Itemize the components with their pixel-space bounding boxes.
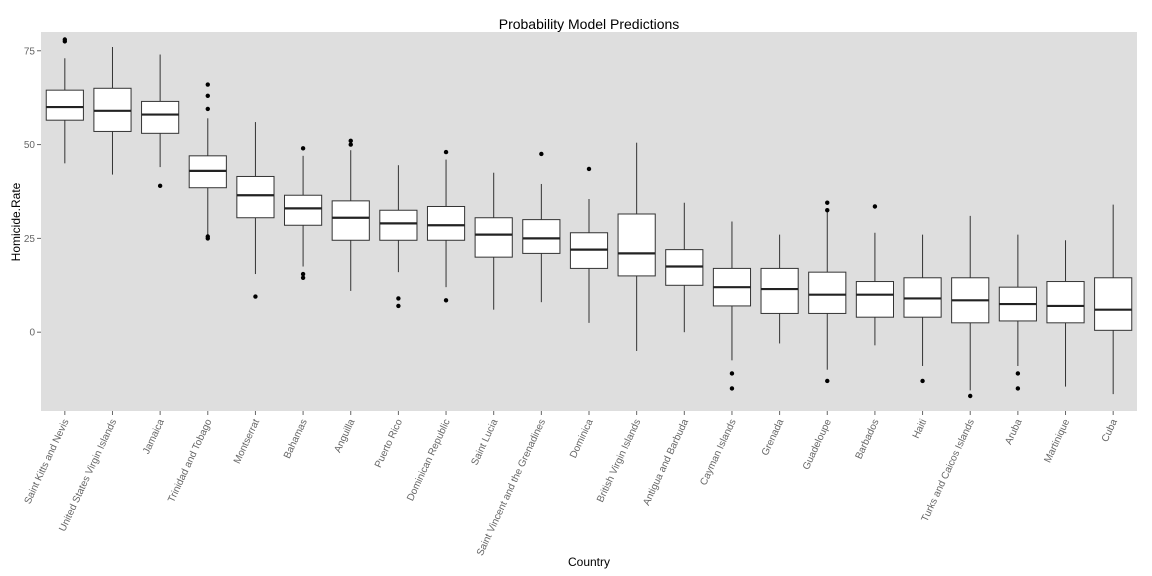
outlier-point [825, 378, 830, 384]
outlier-point [443, 149, 449, 155]
box-group [808, 200, 847, 384]
box-group [1094, 204, 1133, 395]
outlier-point [539, 151, 544, 157]
x-tick-label: Guadeloupe [801, 417, 834, 471]
y-tick-label: 50 [24, 140, 36, 151]
x-tick-label: Grenada [760, 417, 787, 457]
outlier-point [253, 294, 258, 299]
x-tick-label: Dominican Republic [405, 418, 453, 503]
box-iqr [331, 200, 370, 241]
box-group [760, 234, 799, 344]
box-group [665, 202, 704, 333]
box-group [1046, 240, 1085, 387]
outlier-point [729, 386, 735, 391]
outlier-point [825, 200, 830, 205]
box-group [855, 204, 894, 346]
x-tick-label: Puerto Rico [373, 417, 405, 469]
box-group [188, 82, 227, 241]
outlier-point [586, 166, 592, 172]
box-group [474, 172, 513, 310]
box-group [617, 142, 656, 351]
outlier-point [157, 183, 163, 189]
box-iqr [45, 89, 84, 121]
x-tick-label: Cuba [1100, 417, 1120, 444]
outlier-point [205, 234, 210, 239]
x-tick-label: Aruba [1003, 417, 1024, 446]
outlier-point [920, 378, 925, 384]
x-tick-label: Antigua and Barbuda [641, 417, 691, 507]
outlier-point [205, 82, 210, 87]
x-tick-label: Dominica [568, 417, 596, 460]
outlier-point [300, 275, 306, 280]
outlier-point [825, 208, 830, 213]
box-group [93, 47, 132, 175]
y-tick-label: 0 [29, 328, 35, 339]
x-tick-label: Cayman Islands [698, 418, 738, 488]
box-iqr [1046, 281, 1085, 324]
box-iqr [426, 205, 466, 241]
x-tick-label: Barbados [854, 418, 882, 461]
outlier-point [1015, 371, 1021, 376]
box-iqr [760, 267, 799, 314]
x-tick-label: United States Virgin Islands [57, 418, 119, 534]
outlier-point [205, 106, 210, 112]
outlier-point [205, 93, 210, 98]
outlier-point [872, 204, 878, 209]
x-tick-label: Saint Kitts and Nevis [23, 418, 72, 506]
x-tick-label: Turks and Caicos Islands [920, 418, 977, 524]
outlier-point [396, 296, 401, 301]
box-group [951, 215, 990, 399]
box-group [284, 146, 323, 280]
x-tick-label: Jamaica [141, 417, 167, 456]
outlier-point [348, 138, 353, 144]
x-tick-label: Trinidad and Tobago [166, 417, 214, 504]
y-tick-label: 75 [24, 46, 36, 57]
outlier-point [729, 371, 735, 376]
boxes [45, 37, 1133, 399]
box-group [998, 234, 1037, 391]
outlier-point [62, 37, 68, 42]
box-group [569, 166, 609, 323]
box-iqr [141, 100, 180, 134]
box-iqr [808, 271, 847, 314]
x-tick-label: Montserrat [232, 417, 262, 465]
box-iqr [855, 281, 894, 318]
box-iqr [617, 213, 656, 277]
outlier-point [1015, 386, 1021, 391]
outlier-point [968, 393, 973, 399]
outlier-point [300, 271, 306, 277]
box-group [45, 37, 84, 164]
y-tick-label: 25 [24, 234, 36, 245]
box-group [379, 165, 418, 309]
box-group [331, 138, 370, 291]
box-iqr [522, 219, 561, 254]
y-axis: 0 25 50 75 [24, 46, 41, 339]
box-group [426, 149, 466, 303]
x-tick-label: Martinique [1043, 417, 1073, 464]
x-tick-label: British Virgin Islands [595, 418, 643, 505]
box-iqr [284, 194, 323, 226]
box-group [141, 54, 180, 189]
box-iqr [379, 209, 418, 241]
box-group [522, 151, 561, 303]
outlier-point [396, 303, 401, 309]
x-axis-title: Country [568, 555, 610, 569]
y-axis-title: Homicide.Rate [9, 182, 23, 261]
x-tick-label: Saint Lucia [470, 417, 501, 467]
box-iqr [236, 175, 275, 219]
box-group [236, 122, 275, 299]
outlier-point [443, 298, 449, 303]
chart-title: Probability Model Predictions [499, 16, 680, 32]
box-iqr [474, 217, 513, 258]
x-tick-label: Haiti [911, 418, 929, 441]
outlier-point [348, 142, 353, 147]
outlier-point [300, 146, 306, 151]
box-group [712, 221, 752, 391]
x-tick-label: Anguilla [332, 417, 357, 454]
box-iqr [1094, 277, 1133, 331]
x-tick-label: Bahamas [282, 418, 310, 461]
box-group [903, 234, 942, 384]
